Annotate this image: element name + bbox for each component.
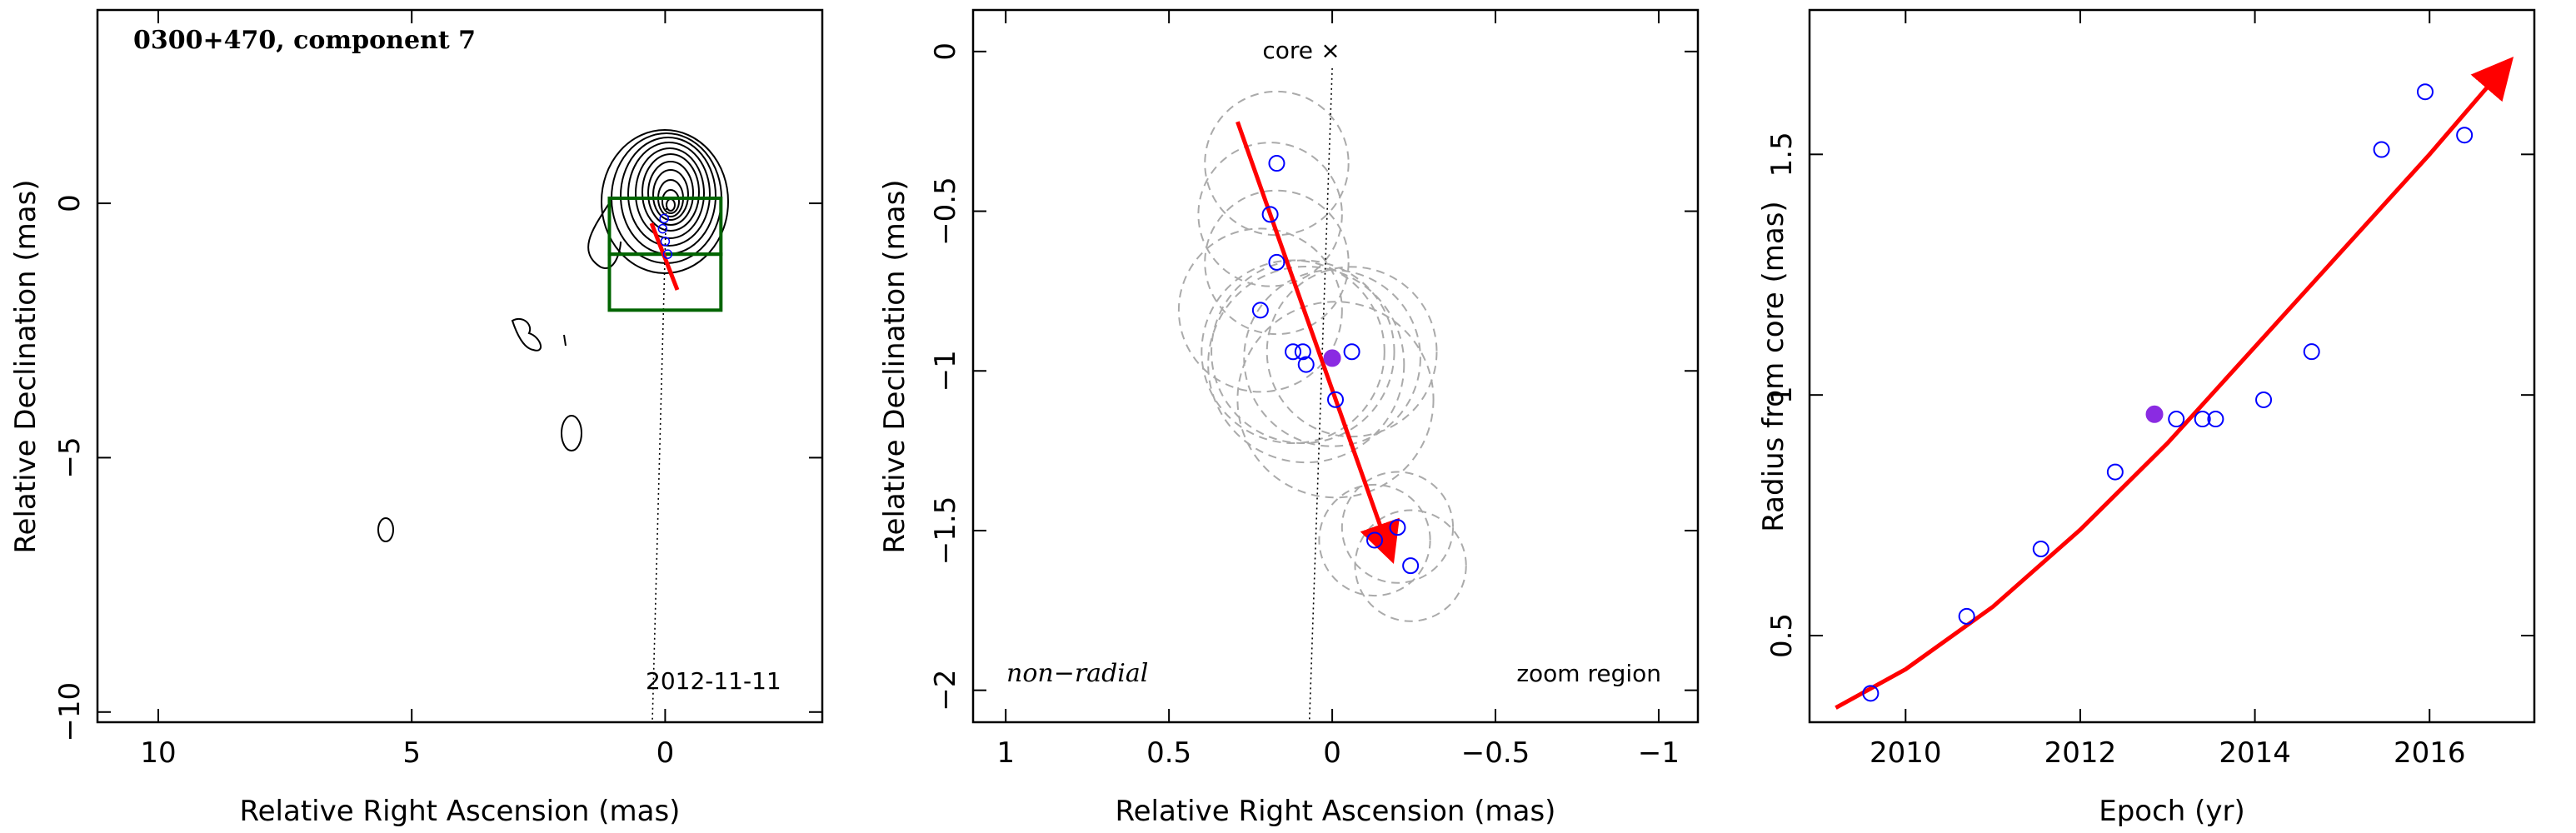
uncertainty-circle <box>1318 483 1431 597</box>
panel-1-core-direction-line <box>651 197 667 723</box>
y-tick-label: 1.5 <box>1765 132 1799 177</box>
x-tick-label: 1 <box>996 736 1015 770</box>
panel-2-ticks: 1 0.5 0 −0.5 −1 0 −0.5 −1 −1.5 −2 <box>929 10 1698 770</box>
data-point <box>1268 155 1286 172</box>
panel-3-ticks: 2010 2012 2014 2016 0.5 1 1.5 <box>1765 10 2534 770</box>
x-tick-label: 5 <box>402 736 421 770</box>
uncertainty-circle <box>1204 189 1350 336</box>
x-tick-label: 2012 <box>2044 736 2117 770</box>
data-point <box>1261 206 1279 223</box>
x-tick-label: −1 <box>1638 736 1680 770</box>
uncertainty-circle <box>1243 269 1421 447</box>
data-point <box>2168 411 2185 428</box>
contour-map <box>377 129 729 542</box>
uncertainty-circle <box>1340 471 1455 584</box>
y-tick-label: 0 <box>929 42 962 61</box>
core-label: core <box>1262 37 1313 64</box>
position-marker <box>662 249 673 259</box>
data-point <box>1294 343 1311 361</box>
data-point <box>1327 391 1344 408</box>
panel-1-ticks: 10 5 0 0 −5 −10 <box>53 10 822 770</box>
panel-3-xlabel: Epoch (yr) <box>2099 795 2245 828</box>
panel-3: Epoch (yr) Radius from core (mas) 2010 20… <box>1757 8 2536 828</box>
panel-2-positions <box>1251 155 1420 575</box>
data-point <box>1268 253 1286 271</box>
data-point <box>2255 391 2273 408</box>
y-tick-label: 1 <box>1765 386 1799 404</box>
data-point <box>2106 463 2124 481</box>
y-tick-label: −0.5 <box>929 177 962 246</box>
data-point <box>2194 411 2211 428</box>
y-tick-label: 0 <box>53 194 87 212</box>
x-tick-label: 0 <box>1323 736 1341 770</box>
data-point <box>1366 531 1384 549</box>
x-tick-label: 0 <box>656 736 675 770</box>
panel-2-ylabel: Relative Declination (mas) <box>878 179 911 553</box>
position-marker <box>657 223 668 234</box>
panel-2-frame <box>971 8 1700 724</box>
data-point <box>2456 127 2474 144</box>
uncertainty-circle <box>1211 259 1395 444</box>
panel-1-xlabel: Relative Right Ascension (mas) <box>240 795 681 828</box>
x-tick-label: 0.5 <box>1146 736 1191 770</box>
panel-2-zoom-label: zoom region <box>1516 660 1661 687</box>
fit-curve <box>1835 56 2514 710</box>
data-point <box>1389 519 1406 536</box>
x-tick-label: 2010 <box>1870 736 1942 770</box>
x-tick-label: −0.5 <box>1461 736 1530 770</box>
data-point <box>1958 607 1975 625</box>
position-marker <box>660 237 671 247</box>
data-point <box>1862 685 1880 702</box>
panel-2-motion-arrow <box>1236 121 1400 565</box>
data-point <box>1343 343 1360 361</box>
uncertainty-circle <box>1266 266 1438 438</box>
data-point <box>2207 411 2224 428</box>
y-tick-label: −5 <box>53 436 87 478</box>
data-point <box>2032 541 2049 558</box>
y-tick-label: −1.5 <box>929 496 962 566</box>
panel-1-positions <box>657 213 673 259</box>
data-point <box>1251 302 1269 319</box>
core-marker-icon: × <box>1320 37 1340 64</box>
panel-3-points <box>1862 83 2474 702</box>
y-tick-label: −1 <box>929 350 962 392</box>
y-tick-label: −2 <box>929 670 962 711</box>
uncertainty-circle <box>1236 301 1435 499</box>
uncertainty-circle <box>1207 266 1405 464</box>
panel-1-title: 0300+470, component 7 <box>133 26 476 55</box>
data-point <box>2303 343 2320 361</box>
x-tick-label: 2016 <box>2394 736 2466 770</box>
panel-2-core-direction-line <box>1308 67 1333 723</box>
position-marker <box>659 213 669 224</box>
highlighted-point <box>2145 405 2164 423</box>
uncertainty-circle <box>1354 509 1467 622</box>
panel-1: 0300+470, component 7 2012-11-11 Relativ… <box>9 8 824 828</box>
uncertainty-circle <box>1204 90 1350 237</box>
uncertainty-circle <box>1201 259 1385 444</box>
panel-3-frame <box>1808 8 2536 724</box>
panel-2-non-radial-label: non−radial <box>1006 659 1148 688</box>
uncertainty-circle <box>1177 227 1343 393</box>
uncertainty-circle <box>1197 142 1343 287</box>
x-tick-label: 10 <box>140 736 176 770</box>
panel-1-date: 2012-11-11 <box>646 667 781 695</box>
data-point <box>1285 343 1302 361</box>
highlighted-point <box>1323 349 1341 367</box>
data-point <box>2373 141 2390 158</box>
data-point <box>1402 557 1420 575</box>
panel-3-ylabel: Radius from core (mas) <box>1757 201 1790 531</box>
x-tick-label: 2014 <box>2219 736 2291 770</box>
data-point <box>1297 356 1315 373</box>
y-tick-label: 0.5 <box>1765 613 1799 658</box>
panel-2-xlabel: Relative Right Ascension (mas) <box>1116 795 1556 828</box>
panel-2: Relative Right Ascension (mas) Relative … <box>878 8 1700 828</box>
y-tick-label: −10 <box>53 682 87 742</box>
panel-1-frame <box>96 8 824 724</box>
panel-1-ylabel: Relative Declination (mas) <box>9 179 42 553</box>
data-point <box>2416 83 2434 101</box>
uncertainty-circles <box>1177 90 1467 622</box>
